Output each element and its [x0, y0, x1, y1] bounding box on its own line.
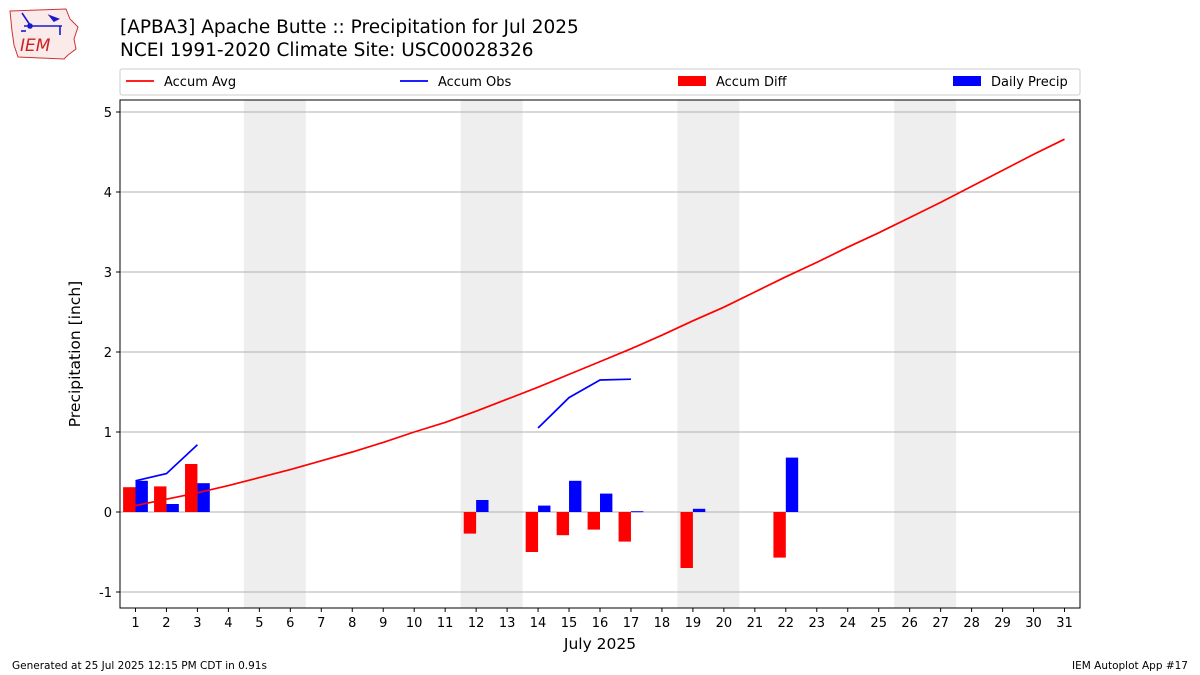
- iem-logo: IEM: [9, 8, 79, 60]
- x-tick-label: 9: [379, 616, 387, 631]
- legend-label-daily-precip: Daily Precip: [991, 75, 1068, 90]
- logo-text: IEM: [20, 36, 51, 56]
- x-tick-label: 2: [162, 616, 170, 631]
- x-tick-label: 1: [131, 616, 139, 631]
- y-tick-label: 0: [104, 506, 112, 521]
- x-tick-label: 7: [317, 616, 325, 631]
- daily-precip-bar: [630, 511, 644, 513]
- y-tick-label: 4: [104, 186, 112, 201]
- x-tick-label: 28: [963, 616, 980, 631]
- weekend-band-4: [894, 100, 957, 608]
- accum-obs-line-segment-1: [135, 444, 198, 482]
- accum-diff-bar: [556, 512, 570, 536]
- accum-avg-line-segment-1: [135, 138, 1065, 507]
- x-tick-label: 13: [499, 616, 516, 631]
- x-tick-label: 26: [901, 616, 918, 631]
- legend-box: [119, 68, 1081, 96]
- x-tick-label: 11: [437, 616, 454, 631]
- legend-label-accum-avg: Accum Avg: [164, 75, 236, 90]
- x-tick-label: 8: [348, 616, 356, 631]
- y-tick-label: 2: [104, 346, 112, 361]
- x-tick-label: 6: [286, 616, 294, 631]
- x-tick-label: 24: [839, 616, 856, 631]
- daily-precip-bar: [135, 480, 148, 512]
- x-tick-label: 17: [623, 616, 640, 631]
- x-tick-label: 20: [716, 616, 733, 631]
- daily-precip-bar: [476, 500, 489, 512]
- x-tick-label: 22: [778, 616, 795, 631]
- footer-generated: Generated at 25 Jul 2025 12:15 PM CDT in…: [12, 660, 267, 672]
- accum-diff-bar: [154, 486, 167, 512]
- x-tick-label: 23: [809, 616, 826, 631]
- x-tick-label: 30: [1025, 616, 1042, 631]
- y-tick-label: 1: [104, 426, 112, 441]
- legend-label-accum-obs: Accum Obs: [438, 75, 511, 90]
- x-tick-label: 29: [994, 616, 1011, 631]
- x-tick-label: 3: [193, 616, 201, 631]
- y-tick-label: 3: [104, 266, 112, 281]
- x-tick-label: 5: [255, 616, 263, 631]
- footer-app: IEM Autoplot App #17: [1072, 660, 1188, 672]
- daily-precip-bar: [600, 493, 613, 512]
- daily-precip-bar: [538, 505, 551, 512]
- chart-title: [APBA3] Apache Butte :: Precipitation fo…: [120, 17, 579, 38]
- accum-diff-bar: [525, 512, 539, 552]
- x-tick-label: 10: [406, 616, 423, 631]
- daily-precip-bar: [569, 480, 582, 512]
- x-tick-label: 27: [932, 616, 949, 631]
- accum-diff-bar: [773, 512, 786, 558]
- x-axis-label: July 2025: [563, 635, 636, 653]
- x-tick-label: 15: [561, 616, 578, 631]
- weather-station-icon: [21, 12, 62, 35]
- y-axis-label: Precipitation [inch]: [66, 281, 84, 427]
- x-tick-label: 21: [747, 616, 764, 631]
- accum-obs-line-segment-2: [537, 378, 631, 429]
- y-tick-label: 5: [104, 106, 112, 121]
- x-tick-label: 25: [870, 616, 887, 631]
- x-tick-label: 18: [654, 616, 671, 631]
- y-tick-label: -1: [99, 586, 112, 601]
- x-tick-label: 12: [468, 616, 485, 631]
- accum-diff-bar: [463, 512, 477, 534]
- x-tick-label: 4: [224, 616, 232, 631]
- daily-precip-bar: [692, 508, 706, 512]
- accum-diff-bar: [587, 512, 600, 530]
- weekend-band-1: [243, 100, 306, 608]
- daily-precip-bar: [197, 483, 210, 512]
- legend-label-accum-diff: Accum Diff: [716, 75, 788, 90]
- accum-diff-bar: [618, 512, 631, 542]
- x-tick-label: 19: [685, 616, 702, 631]
- x-tick-label: 14: [530, 616, 547, 631]
- daily-precip-bar: [166, 504, 179, 512]
- x-tick-label: 16: [592, 616, 609, 631]
- legend-swatch-daily-precip: [953, 76, 981, 86]
- accum-diff-bar: [185, 464, 198, 512]
- accum-diff-bar: [123, 487, 136, 512]
- daily-precip-bar: [785, 457, 799, 512]
- legend-swatch-accum-diff: [678, 76, 706, 86]
- x-tick-label: 31: [1056, 616, 1073, 631]
- accum-diff-bar: [680, 512, 693, 568]
- chart-subtitle: NCEI 1991-2020 Climate Site: USC00028326: [120, 40, 534, 61]
